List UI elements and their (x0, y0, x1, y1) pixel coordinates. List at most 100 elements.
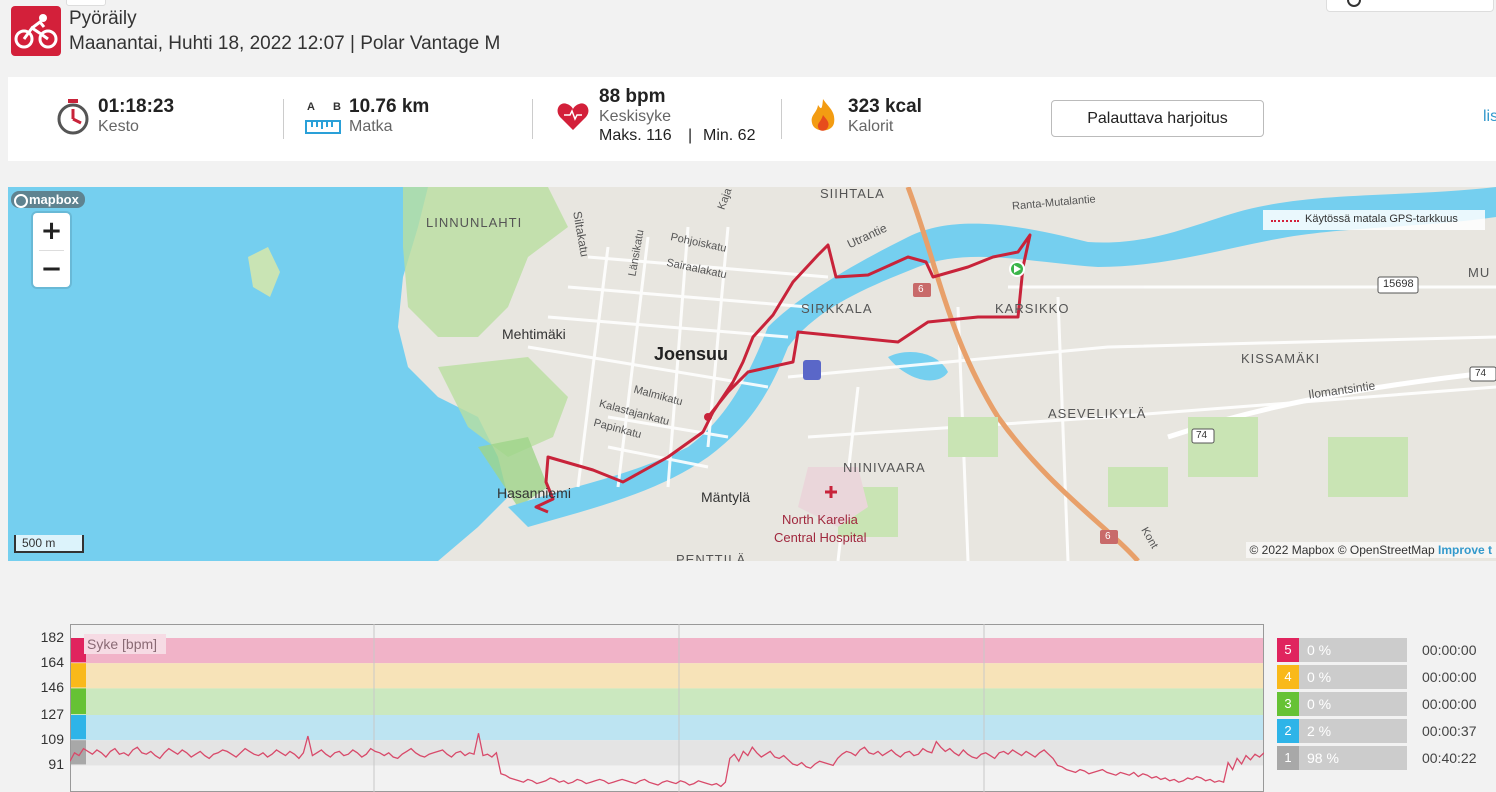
map-label: Central Hospital (774, 530, 867, 545)
zone-time: 00:00:00 (1422, 696, 1477, 712)
zone-row: 4 0 % (1277, 665, 1407, 689)
zone-band (70, 638, 1264, 664)
heart-rate-plot: Syke [bpm] (70, 624, 1264, 792)
map-attribution: © 2022 Mapbox © OpenStreetMap Improve t (1245, 542, 1496, 558)
zone-swatch (70, 638, 86, 663)
road-number: 74 (1475, 368, 1487, 379)
zone-time: 00:00:00 (1422, 669, 1477, 685)
osm-attribution-link[interactable]: © OpenStreetMap (1337, 543, 1435, 557)
zoom-out-button[interactable]: − (33, 251, 70, 288)
y-tick-label: 164 (40, 654, 64, 671)
map-label: LINNUNLAHTI (426, 215, 523, 230)
map-scale: 500 m (14, 535, 84, 553)
zone-percent: 0 % (1307, 642, 1332, 658)
map-label: SIIHTALA (820, 187, 885, 201)
map-label: Hasanniemi (497, 485, 571, 501)
zone-swatch (70, 688, 86, 714)
zone-swatch (70, 740, 86, 765)
map-label: North Karelia (782, 512, 858, 527)
summary-bar: 01:18:23 Kesto A B 10.76 km Matka 88 bpm… (8, 77, 1496, 161)
search-icon (1347, 0, 1361, 7)
heart-rate-separator: | (688, 127, 693, 144)
ruler-icon (305, 120, 341, 134)
calories-value: 323 kcal (848, 96, 922, 117)
divider (39, 250, 64, 251)
heart-rate-chart: 182 164 146 127 109 91 Syke [bpm] 5 0 % 00:00:0… (0, 600, 1496, 792)
map-label: KISSAMÄKI (1241, 351, 1321, 366)
zone-band (70, 688, 1264, 715)
zone-number: 3 (1277, 692, 1299, 716)
map-label: Mäntylä (701, 489, 751, 505)
map-label: ASEVELIKYLÄ (1048, 406, 1147, 421)
map-label: Joensuu (654, 344, 729, 364)
y-tick-label: 146 (40, 679, 64, 696)
zone-band (70, 740, 1264, 766)
y-tick-label: 127 (40, 706, 64, 722)
zone-band (70, 663, 1264, 689)
sport-name: Pyöräily (69, 8, 137, 29)
road-number: 6 (918, 284, 924, 295)
duration-value: 01:18:23 (98, 96, 175, 117)
zone-percent: 0 % (1307, 669, 1332, 685)
zone-time: 00:00:37 (1422, 723, 1477, 739)
route-map[interactable]: LINNUNLAHTI SIIHTALA Ranta-Mutalantie SI… (8, 187, 1496, 561)
series-label-bg (84, 634, 166, 654)
divider (781, 99, 782, 139)
point-a-label: A (307, 101, 315, 113)
distance-value: 10.76 km (349, 96, 430, 117)
mapbox-logo[interactable]: mapbox (11, 191, 85, 208)
series-label: Syke [bpm] (87, 636, 157, 652)
map-label: NIINIVAARA (843, 460, 926, 475)
mapbox-attribution-link[interactable]: © 2022 Mapbox (1249, 543, 1335, 557)
zone-row: 5 0 % (1277, 638, 1407, 662)
y-tick-label: 109 (40, 731, 64, 748)
road-number: 15698 (1383, 278, 1414, 290)
duration-label: Kesto (98, 118, 139, 135)
map-label: Mehtimäki (502, 326, 566, 342)
zoom-control: + − (33, 213, 70, 287)
divider (283, 99, 284, 139)
heart-rate-line (70, 733, 1264, 788)
heart-rate-min: Min. 62 (703, 127, 756, 144)
top-right-button[interactable] (1326, 0, 1494, 12)
map-label: PENTTILÄ (676, 552, 747, 561)
zone-row: 3 0 % (1277, 692, 1407, 716)
zone-percent: 98 % (1307, 750, 1339, 766)
zone-row: 2 2 % (1277, 719, 1407, 743)
map-label: MU (1468, 265, 1491, 280)
more-link[interactable]: lis (1483, 108, 1496, 125)
improve-map-link[interactable]: Improve t (1437, 543, 1492, 557)
road-number: 74 (1196, 430, 1208, 441)
zone-number: 2 (1277, 719, 1299, 743)
heart-icon (557, 103, 589, 130)
recovery-training-button[interactable]: Palauttava harjoitus (1051, 100, 1264, 137)
heart-rate-value: 88 bpm (599, 86, 666, 107)
zone-number: 1 (1277, 746, 1299, 770)
zoom-in-button[interactable]: + (33, 213, 70, 250)
zone-swatch (70, 715, 86, 740)
zone-swatch (70, 663, 86, 688)
zone-number: 5 (1277, 638, 1299, 662)
zone-percent: 2 % (1307, 723, 1332, 739)
top-tab-fragment[interactable] (66, 0, 106, 6)
zone-band (70, 715, 1264, 741)
gps-accuracy-legend: Käytössä matala GPS-tarkkuus (1263, 210, 1485, 230)
zone-percent: 0 % (1307, 696, 1332, 712)
zone-time: 00:40:22 (1422, 750, 1477, 766)
flame-icon (811, 99, 835, 131)
map-label: KARSIKKO (995, 301, 1070, 316)
y-tick-label: 91 (48, 756, 64, 773)
map-label: SIRKKALA (801, 301, 873, 316)
divider (532, 99, 533, 139)
stopwatch-icon (57, 99, 89, 135)
distance-label: Matka (349, 118, 393, 135)
point-b-label: B (333, 101, 341, 113)
heart-rate-max: Maks. 116 (599, 127, 672, 144)
zone-time: 00:00:00 (1422, 642, 1477, 658)
map-base (8, 187, 1496, 561)
y-tick-label: 182 (40, 629, 64, 645)
heart-rate-label: Keskisyke (599, 108, 672, 125)
zone-number: 4 (1277, 665, 1299, 689)
cycling-icon (11, 6, 61, 56)
zone-row: 1 98 % (1277, 746, 1407, 770)
